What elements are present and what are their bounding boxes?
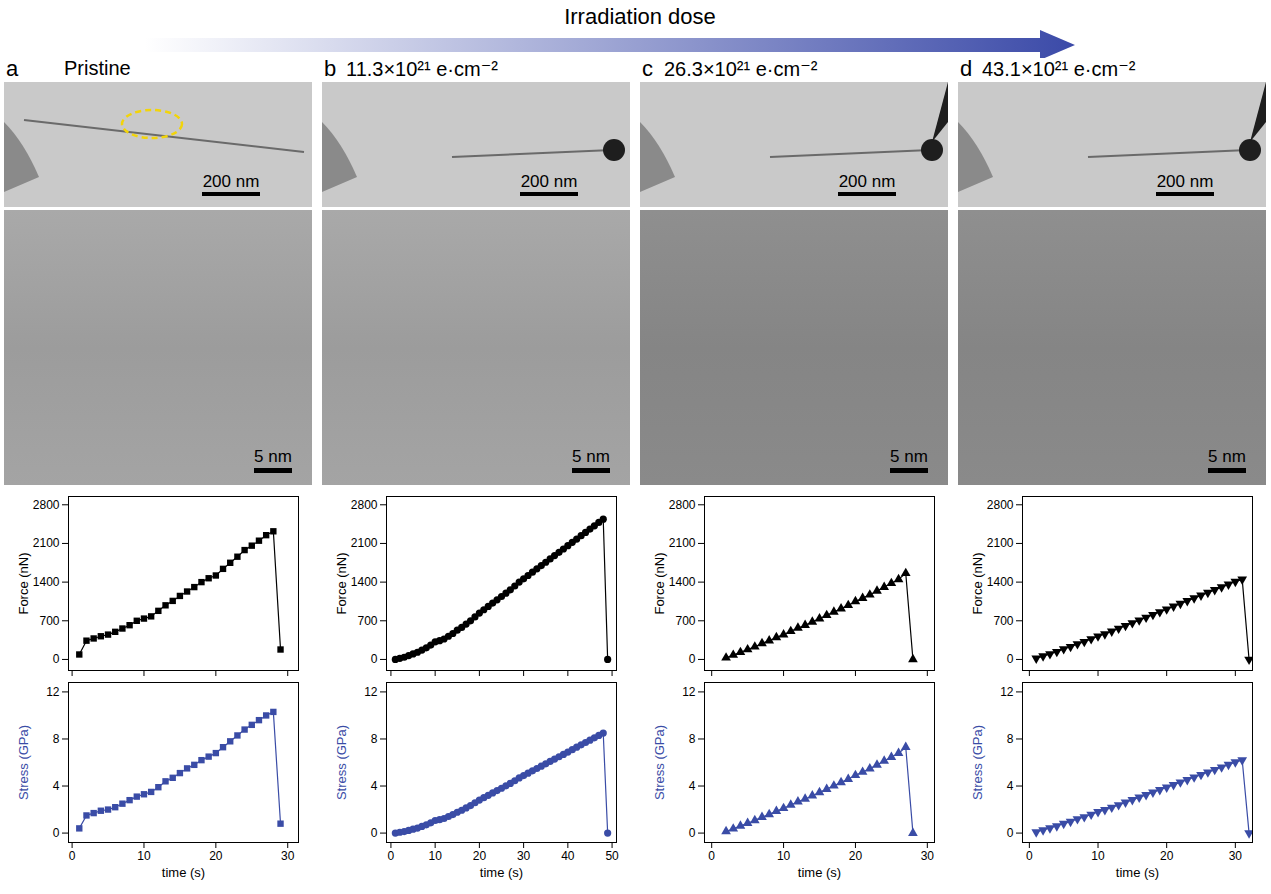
svg-text:4: 4: [371, 779, 378, 793]
svg-text:Stress (GPa): Stress (GPa): [970, 725, 985, 800]
svg-text:10: 10: [1091, 849, 1105, 863]
html-text:a: a: [6, 56, 19, 81]
svg-text:1400: 1400: [669, 575, 696, 589]
svg-text:5 nm: 5 nm: [572, 447, 610, 466]
html-text:43.1×10²¹ e·cm⁻²: 43.1×10²¹ e·cm⁻²: [982, 58, 1136, 80]
svg-text:2800: 2800: [33, 498, 60, 512]
svg-text:700: 700: [39, 614, 59, 628]
svg-text:time (s): time (s): [162, 865, 205, 880]
svg-text:8: 8: [53, 732, 60, 746]
svg-text:0: 0: [689, 652, 696, 666]
svg-text:1400: 1400: [987, 575, 1014, 589]
html-text:b: b: [324, 56, 337, 81]
html-text:c: c: [642, 56, 653, 81]
svg-text:5 nm: 5 nm: [890, 447, 928, 466]
svg-text:20: 20: [473, 849, 487, 863]
svg-text:Stress (GPa): Stress (GPa): [16, 725, 31, 800]
svg-text:Force (nN): Force (nN): [16, 552, 31, 614]
svg-text:30: 30: [1229, 849, 1243, 863]
svg-text:0: 0: [69, 849, 76, 863]
svg-text:5 nm: 5 nm: [254, 447, 292, 466]
svg-text:40: 40: [561, 849, 575, 863]
svg-text:1400: 1400: [33, 575, 60, 589]
svg-text:700: 700: [993, 614, 1013, 628]
svg-text:12: 12: [1000, 685, 1014, 699]
svg-text:0: 0: [1007, 826, 1014, 840]
svg-text:0: 0: [53, 826, 60, 840]
svg-text:12: 12: [682, 685, 696, 699]
html-text:26.3×10²¹ e·cm⁻²: 26.3×10²¹ e·cm⁻²: [664, 58, 818, 80]
svg-text:Force (nN): Force (nN): [652, 552, 667, 614]
svg-text:0: 0: [371, 652, 378, 666]
html-text:d: d: [960, 56, 973, 81]
svg-text:0: 0: [1026, 849, 1033, 863]
svg-text:Irradiation dose: Irradiation dose: [564, 4, 716, 29]
svg-text:200 nm: 200 nm: [521, 172, 578, 191]
svg-text:10: 10: [428, 849, 442, 863]
svg-text:2100: 2100: [33, 536, 60, 550]
svg-text:4: 4: [53, 779, 60, 793]
svg-text:10: 10: [137, 849, 151, 863]
svg-text:1400: 1400: [351, 575, 378, 589]
svg-text:Force (nN): Force (nN): [970, 552, 985, 614]
html-text:Pristine: Pristine: [64, 57, 131, 79]
svg-text:Force (nN): Force (nN): [334, 552, 349, 614]
svg-text:0: 0: [689, 826, 696, 840]
svg-text:0: 0: [708, 849, 715, 863]
svg-text:time (s): time (s): [1116, 865, 1159, 880]
svg-text:4: 4: [689, 779, 696, 793]
svg-text:50: 50: [605, 849, 619, 863]
svg-text:2100: 2100: [987, 536, 1014, 550]
svg-text:Stress (GPa): Stress (GPa): [334, 725, 349, 800]
svg-text:20: 20: [209, 849, 223, 863]
svg-text:2100: 2100: [351, 536, 378, 550]
svg-text:700: 700: [675, 614, 695, 628]
svg-text:200 nm: 200 nm: [203, 172, 260, 191]
svg-text:5 nm: 5 nm: [1208, 447, 1246, 466]
svg-text:12: 12: [364, 685, 378, 699]
svg-text:2800: 2800: [987, 498, 1014, 512]
svg-text:700: 700: [357, 614, 377, 628]
svg-text:8: 8: [1007, 732, 1014, 746]
svg-text:2800: 2800: [351, 498, 378, 512]
svg-text:10: 10: [777, 849, 791, 863]
svg-text:2800: 2800: [669, 498, 696, 512]
svg-text:Stress (GPa): Stress (GPa): [652, 725, 667, 800]
svg-text:2100: 2100: [669, 536, 696, 550]
svg-text:0: 0: [1007, 652, 1014, 666]
html-text:11.3×10²¹ e·cm⁻²: 11.3×10²¹ e·cm⁻²: [346, 58, 498, 80]
svg-text:30: 30: [517, 849, 531, 863]
svg-text:12: 12: [46, 685, 60, 699]
svg-text:200 nm: 200 nm: [839, 172, 896, 191]
svg-text:30: 30: [281, 849, 295, 863]
svg-text:20: 20: [849, 849, 863, 863]
svg-text:8: 8: [689, 732, 696, 746]
svg-text:0: 0: [53, 652, 60, 666]
svg-text:30: 30: [921, 849, 935, 863]
svg-text:4: 4: [1007, 779, 1014, 793]
svg-text:8: 8: [371, 732, 378, 746]
svg-text:200 nm: 200 nm: [1157, 172, 1214, 191]
svg-text:time (s): time (s): [480, 865, 523, 880]
svg-text:0: 0: [388, 849, 395, 863]
svg-text:20: 20: [1160, 849, 1174, 863]
svg-text:0: 0: [371, 826, 378, 840]
svg-text:time (s): time (s): [798, 865, 841, 880]
